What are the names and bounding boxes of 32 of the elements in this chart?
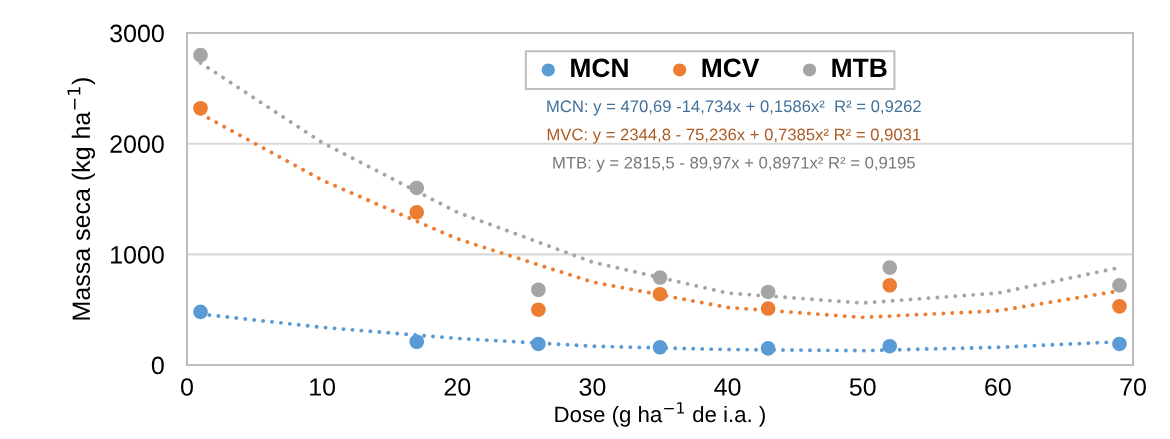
point <box>882 260 898 275</box>
point <box>882 278 898 293</box>
point <box>1112 299 1127 314</box>
x-tick-label: 0 <box>181 378 193 396</box>
legend-label: MCV <box>702 58 760 78</box>
x-axis-title: Dose (g ha$^{−1}$ de i.a. ) <box>555 402 765 427</box>
y-tick-label: 3000 <box>110 24 164 43</box>
x-tick-label: 50 <box>849 378 876 396</box>
y-tick-label: 2000 <box>110 135 164 153</box>
point <box>1112 278 1127 293</box>
legend-label: MCN <box>571 58 628 78</box>
point <box>193 100 208 116</box>
x-tick-label: 60 <box>985 378 1011 396</box>
x-tick-label: 30 <box>579 378 606 396</box>
annotation: MVC: y = 2344,8 - 75,236x + 0,7385x² R² = 0,9031 <box>547 128 921 144</box>
y-tick-label: 1000 <box>111 245 164 264</box>
point <box>409 205 425 220</box>
annotation: MTB: y = 2815,5 - 89,97x + 0,8971x² R² = 0,9195 <box>553 156 915 172</box>
legend-label: MTB <box>832 58 887 77</box>
x-tick-label: 40 <box>714 378 741 396</box>
x-tick-label: 70 <box>1120 378 1146 396</box>
y-axis-title: Massa seca (kg ha$^{−1}$) <box>67 78 96 320</box>
point <box>193 47 208 63</box>
x-tick-label: 10 <box>310 378 336 396</box>
point <box>193 304 208 320</box>
point <box>531 282 546 298</box>
annotation: MCN: y = 470,69 -14,734x + 0,1586x² R² = 0,9262 <box>547 100 921 116</box>
x-tick-label: 20 <box>444 378 471 396</box>
y-tick-label: 0 <box>151 356 164 375</box>
point <box>531 302 546 317</box>
point <box>1112 336 1127 352</box>
point <box>409 334 425 350</box>
